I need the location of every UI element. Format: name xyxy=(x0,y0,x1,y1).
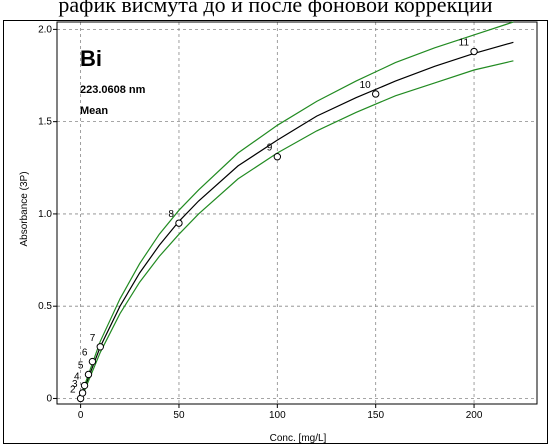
data-point xyxy=(371,90,380,98)
plot-area-border xyxy=(56,21,538,405)
data-point-label: 2 xyxy=(70,384,76,395)
upper-confidence-line xyxy=(80,21,514,397)
data-point-label: 6 xyxy=(82,348,88,359)
data-point-label: 3 xyxy=(72,379,78,390)
data-point xyxy=(80,381,89,390)
data-point xyxy=(78,389,87,397)
grid xyxy=(57,22,537,404)
y-tick-label: 1.0 xyxy=(38,209,52,220)
calibration-line xyxy=(80,41,514,399)
axis-ticks: 0 50 100 150 200 0 0.5 1.0 1.5 2.0 xyxy=(38,24,483,421)
x-tick-label: 100 xyxy=(269,410,286,421)
y-tick-label: 0 xyxy=(46,393,52,404)
data-point xyxy=(88,357,97,366)
data-point-label: 9 xyxy=(267,143,273,154)
mode-label: Mean xyxy=(80,105,108,117)
x-tick-label: 200 xyxy=(466,410,483,421)
figure-caption: рафик висмута до и после фоновой коррекц… xyxy=(58,0,493,17)
x-tick-label: 150 xyxy=(367,410,384,421)
data-point xyxy=(96,343,104,351)
data-point xyxy=(273,153,282,161)
y-axis-title: Absorbance (3P) xyxy=(19,171,30,246)
data-point-label: 4 xyxy=(74,372,80,383)
x-tick-label: 50 xyxy=(173,410,185,421)
data-point-label: 5 xyxy=(78,360,84,371)
wavelength-label: 223.0608 nm xyxy=(80,84,146,96)
data-point xyxy=(470,47,478,56)
data-point-label: 10 xyxy=(360,80,372,91)
y-tick-label: 1.5 xyxy=(38,117,52,128)
data-point-label: 8 xyxy=(168,209,174,220)
data-point xyxy=(175,219,183,227)
lower-confidence-line xyxy=(80,60,514,401)
y-tick-label: 2.0 xyxy=(38,24,52,35)
element-title: Bi xyxy=(80,46,102,71)
chart-frame xyxy=(3,20,548,444)
x-tick-label: 0 xyxy=(78,410,84,421)
x-axis-title: Conc. [mg/L] xyxy=(270,433,327,444)
data-point-label: 11 xyxy=(459,38,470,49)
data-point xyxy=(84,370,93,379)
series-lines xyxy=(80,21,514,401)
data-point-label: 7 xyxy=(90,333,96,344)
y-tick-label: 0.5 xyxy=(38,301,52,312)
